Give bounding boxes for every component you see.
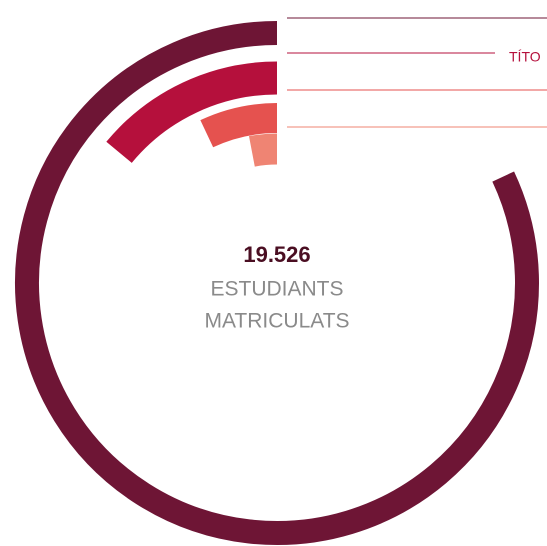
center-value: 19.526	[243, 242, 310, 267]
ring-bar	[248, 133, 278, 167]
center-label: MATRICULATS	[204, 310, 349, 333]
ring-bar	[106, 61, 278, 164]
series-label: TÍTO	[509, 49, 541, 65]
ring-bar	[15, 21, 539, 545]
center-label: ESTUDIANTS	[210, 278, 343, 301]
ring-bar	[200, 103, 278, 148]
